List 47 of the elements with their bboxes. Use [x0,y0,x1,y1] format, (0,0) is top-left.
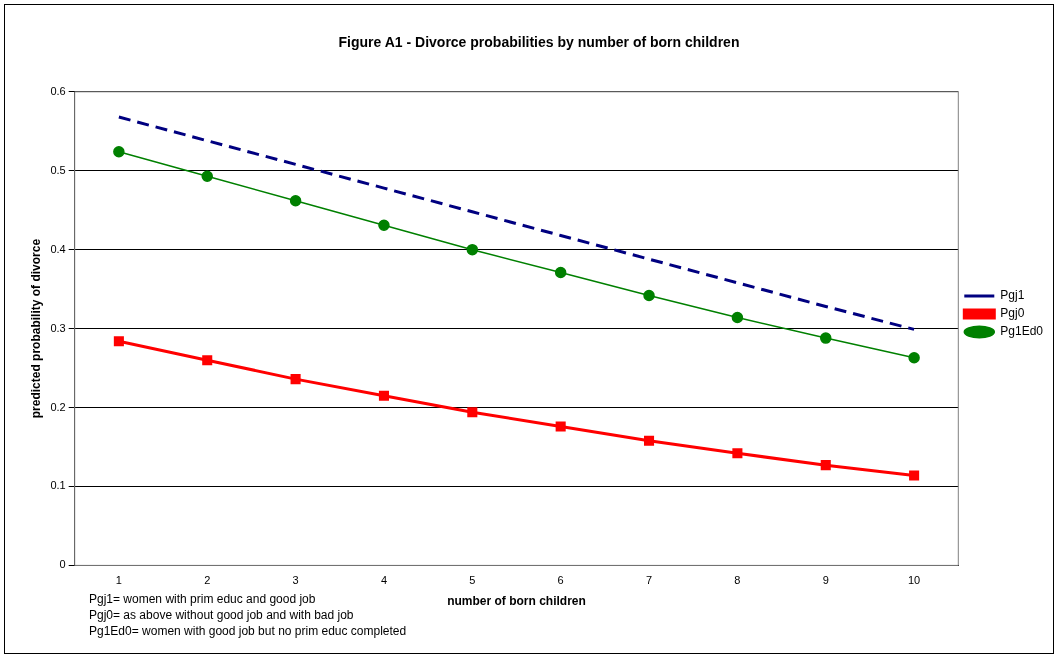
x-tick-label: 9 [822,574,829,587]
x-tick-label: 2 [204,574,211,587]
point [732,448,743,459]
point [378,219,390,231]
point [643,289,655,302]
x-tick-label: 7 [645,574,653,587]
x-tick-label: 6 [557,574,564,587]
chart-title: Figure A1 - Divorce probabilities by number of born children [338,34,740,51]
line-series [117,115,916,331]
y-tick-label: 0.2 [50,400,66,413]
legend-label: Pg1Ed0 [1000,324,1044,339]
point [555,421,566,432]
text: Pgj0= as above without good job and with bad job [89,607,355,623]
x-tick-label: 3 [292,574,299,587]
point [909,470,920,481]
point [554,266,567,279]
point [467,407,478,418]
legend-label: Pgj1 [1000,288,1025,303]
x-tick-label: 10 [907,574,921,587]
x-tick-label: 5 [469,574,476,587]
point [820,332,832,344]
y-tick-label: 0.6 [50,84,66,97]
x-tick-label: 8 [734,574,741,587]
point [201,170,213,183]
y-tick-label: 0.5 [50,163,66,176]
y-axis-title: predicted probability of divorce [28,238,43,419]
point [466,243,479,256]
point [731,311,744,324]
point [113,146,125,158]
point [113,336,124,347]
point [289,194,302,207]
x-tick-label: 4 [380,574,388,587]
text: Pg1Ed0= women with good job but no prim educ completed [89,623,407,639]
x-axis-title: number of born children [447,594,586,609]
point [202,355,213,366]
point [290,374,301,385]
point [644,435,655,446]
y-tick-label: 0 [59,558,66,571]
text: Pgj1= women with prim educ and good job [89,591,317,607]
y-tick-label: 0.3 [50,321,66,334]
y-tick-label: 0.1 [50,479,66,492]
point [908,352,920,364]
legend-label: Pgj0 [1000,306,1025,321]
y-tick-label: 0.4 [50,242,66,255]
point [378,390,389,401]
point [820,460,831,471]
x-tick-label: 1 [115,574,122,587]
